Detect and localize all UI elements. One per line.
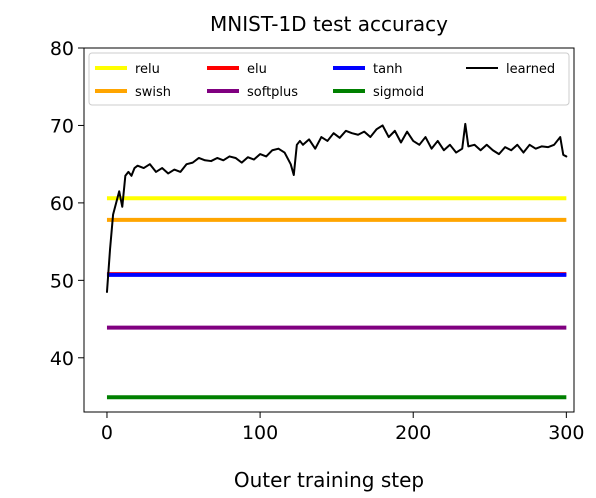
y-tick-label: 60 [50, 193, 74, 215]
legend-label-sigmoid: sigmoid [373, 85, 424, 100]
y-tick-label: 80 [50, 38, 74, 60]
x-axis-label: Outer training step [234, 468, 424, 492]
y-tick-label: 40 [50, 348, 74, 370]
x-tick-label: 300 [548, 422, 584, 444]
x-tick-label: 100 [242, 422, 278, 444]
legend-label-relu: relu [135, 62, 160, 77]
y-tick-label: 50 [50, 270, 74, 292]
x-tick-label: 0 [101, 422, 113, 444]
chart-title: MNIST-1D test accuracy [210, 12, 448, 36]
plot-frame [83, 47, 575, 413]
legend-label-elu: elu [247, 62, 267, 77]
axis-ticks: 0 100 200 300 40 50 60 70 80 [50, 38, 585, 444]
legend: relu swish elu softplus tanh sigmoid learned [88, 52, 570, 106]
y-tick-label: 70 [50, 115, 74, 137]
series-line-learned [105, 122, 568, 293]
legend-label-softplus: softplus [247, 85, 298, 100]
series-layer [105, 122, 568, 400]
legend-label-swish: swish [135, 85, 171, 100]
legend-label-tanh: tanh [373, 62, 403, 77]
legend-label-learned: learned [506, 62, 555, 77]
x-tick-label: 200 [395, 422, 431, 444]
